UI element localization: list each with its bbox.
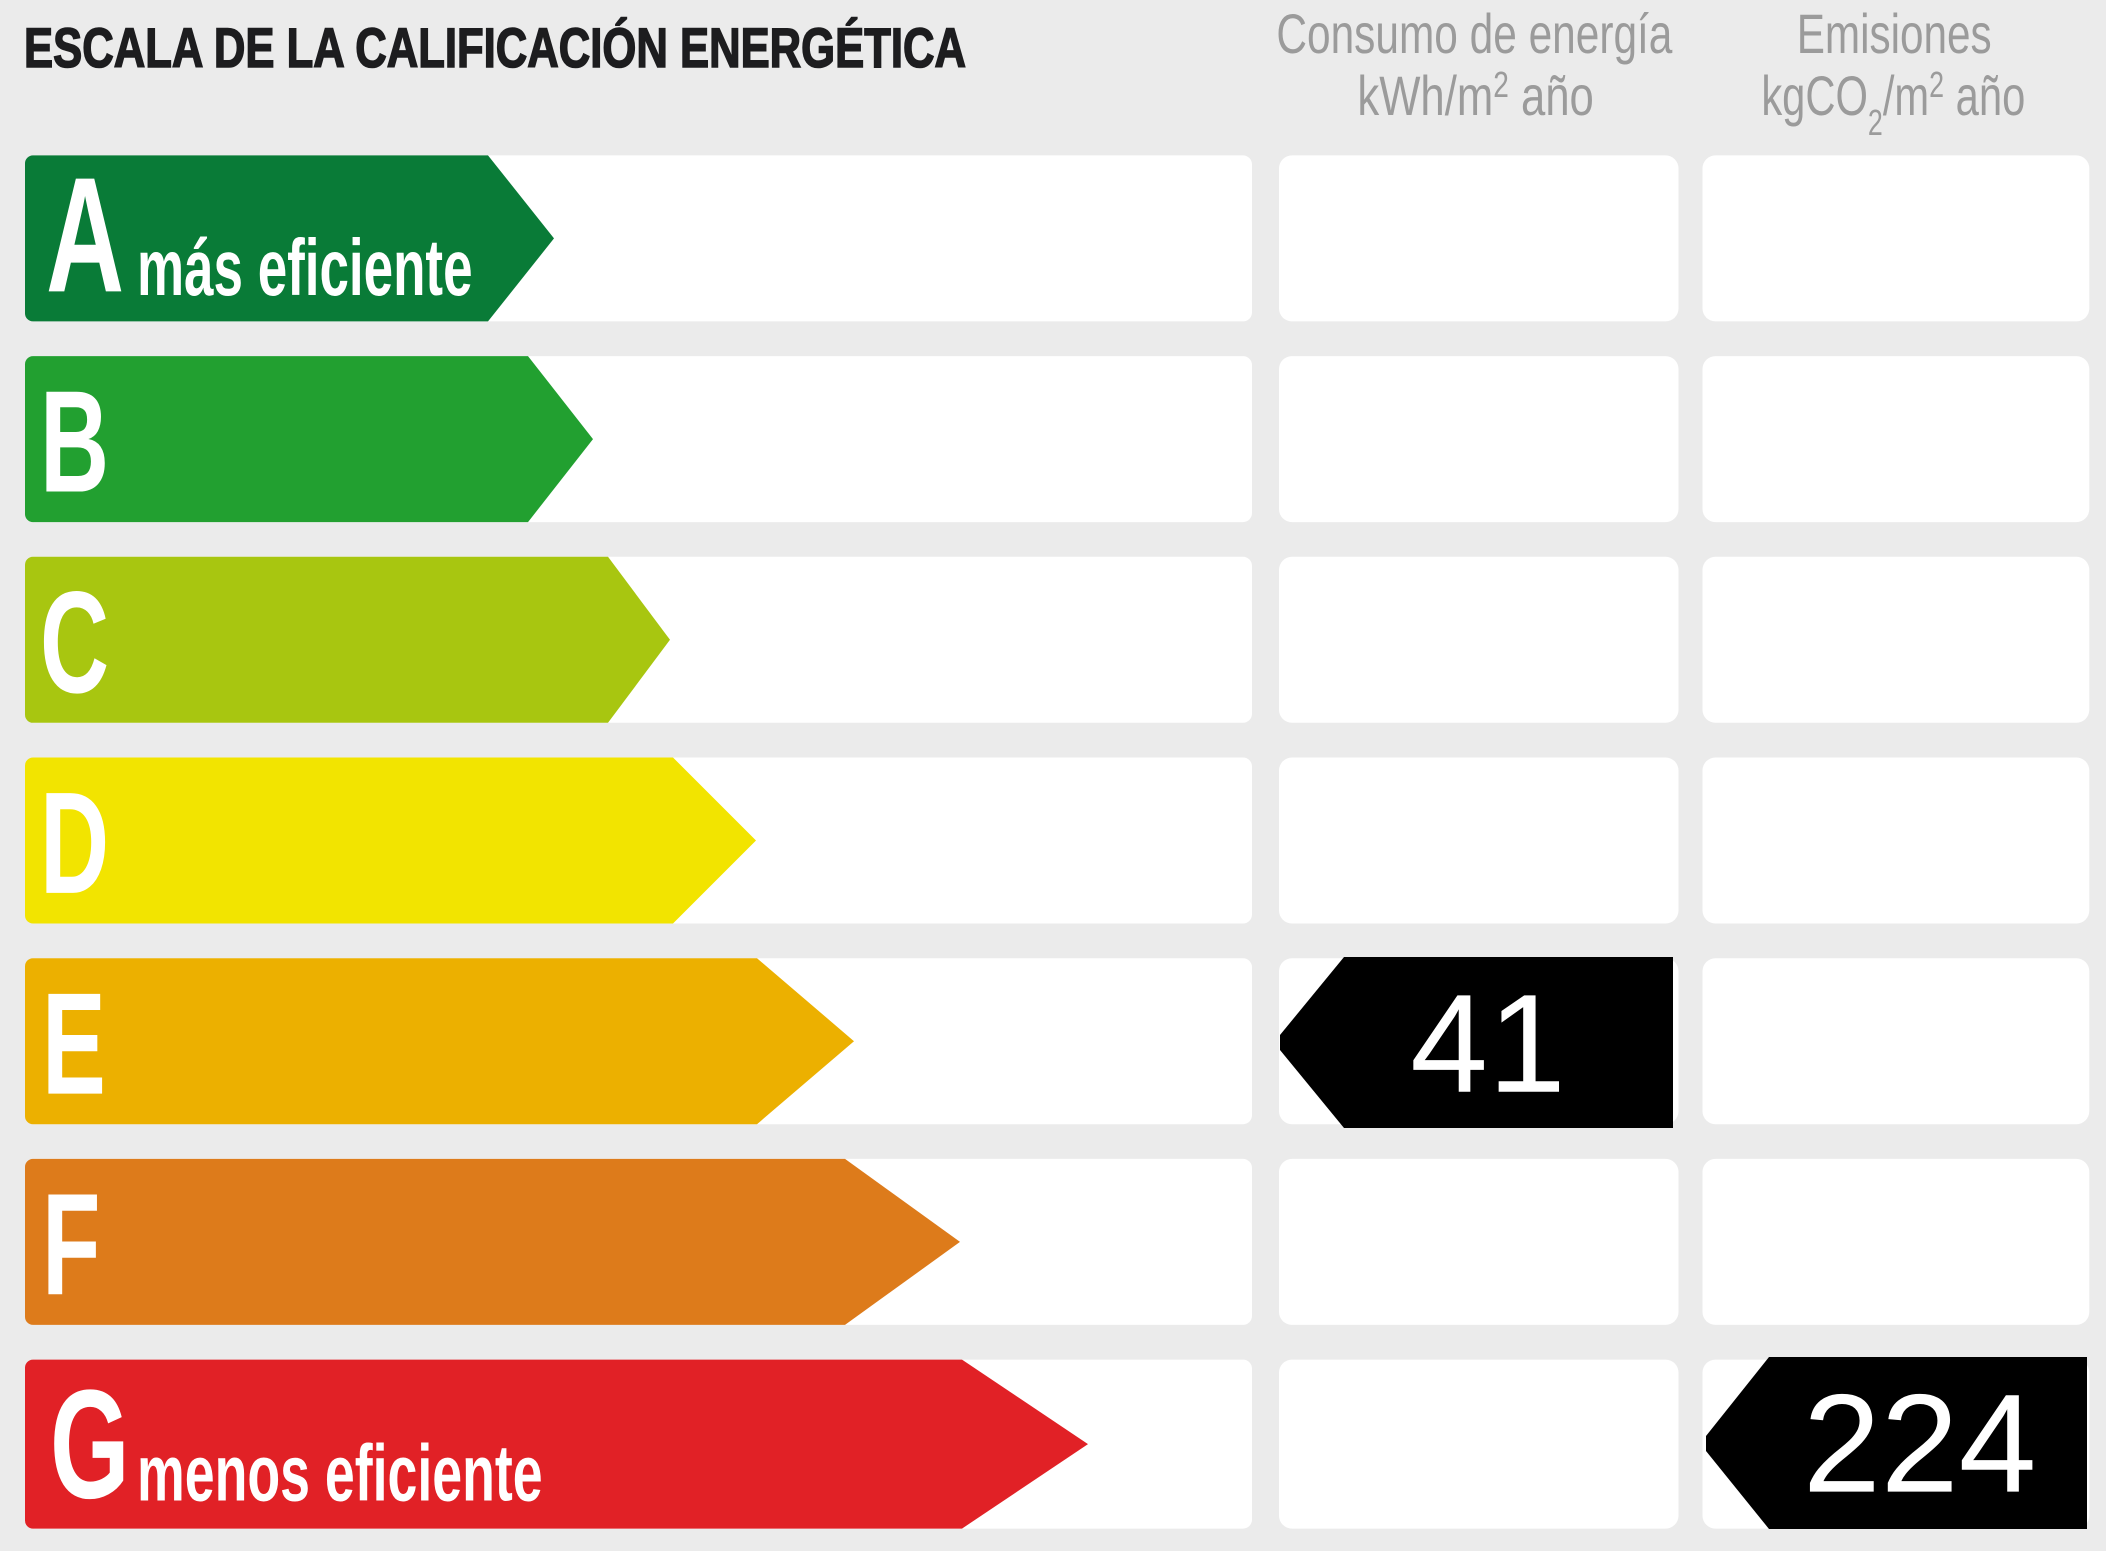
svg-text:E: E: [42, 964, 106, 1126]
svg-text:más eficiente: más eficiente: [137, 224, 473, 312]
svg-text:224: 224: [1803, 1365, 2037, 1522]
svg-text:D: D: [40, 763, 109, 925]
svg-text:G: G: [50, 1357, 130, 1531]
svg-text:ESCALA DE LA CALIFICACIÓN ENER: ESCALA DE LA CALIFICACIÓN ENERGÉTICA: [24, 16, 966, 79]
svg-text:menos eficiente: menos eficiente: [137, 1429, 543, 1518]
svg-text:B: B: [40, 362, 109, 524]
svg-text:A: A: [46, 144, 124, 327]
svg-text:C: C: [40, 562, 109, 724]
svg-text:kWh/m2 año: kWh/m2 año: [1357, 65, 1593, 128]
svg-text:Emisiones: Emisiones: [1797, 2, 1992, 65]
svg-text:Consumo de energía: Consumo de energía: [1276, 2, 1673, 65]
svg-text:F: F: [42, 1164, 100, 1326]
svg-text:41: 41: [1410, 965, 1566, 1122]
